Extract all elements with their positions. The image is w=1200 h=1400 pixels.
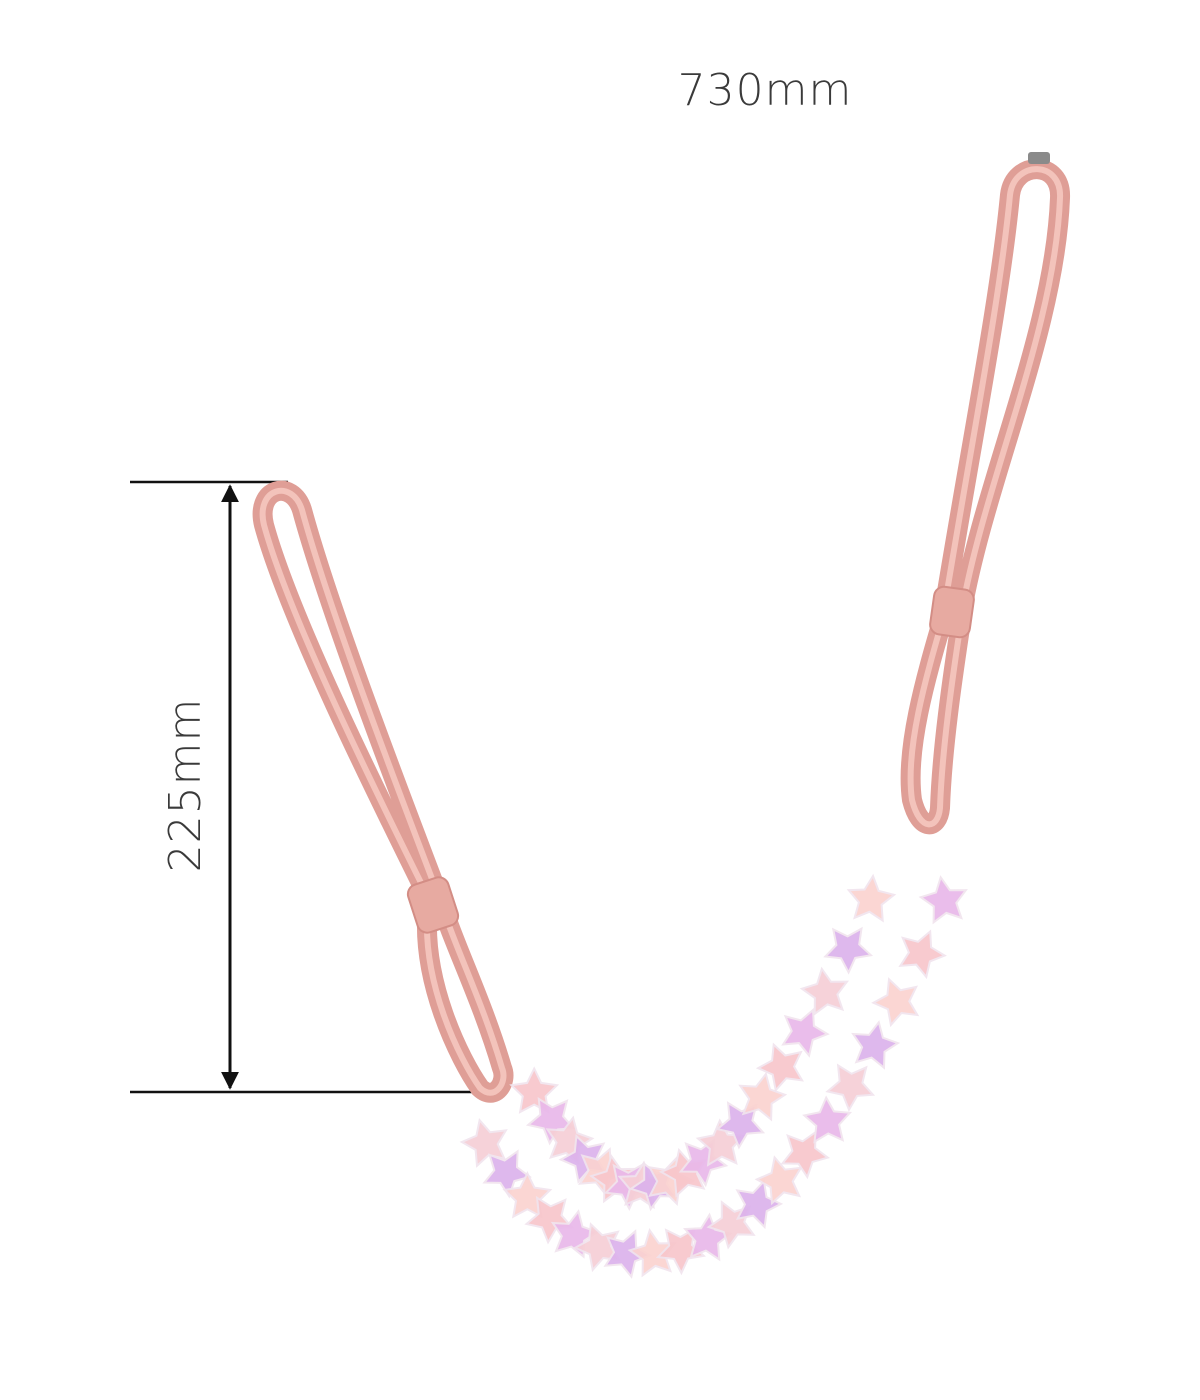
star-bead xyxy=(658,1147,708,1198)
star-bead xyxy=(780,1130,831,1180)
cord xyxy=(934,159,1070,620)
left-loop xyxy=(252,480,514,1103)
star-bead xyxy=(846,873,897,923)
star-bead xyxy=(482,1149,532,1199)
star-bead xyxy=(898,929,947,980)
star-bead xyxy=(871,977,920,1028)
star-bead xyxy=(715,1101,766,1150)
star-bead xyxy=(678,1138,729,1188)
star-bead xyxy=(802,1095,853,1144)
width-label: 730mm xyxy=(678,65,853,116)
star-bead xyxy=(918,875,968,925)
star-bead xyxy=(545,1115,595,1166)
knot xyxy=(406,876,460,934)
cord xyxy=(252,480,450,915)
cord-highlight xyxy=(907,612,965,828)
star-bead xyxy=(738,1071,788,1122)
star-bead xyxy=(823,926,874,975)
knot xyxy=(929,585,975,639)
star-bead xyxy=(851,1020,901,1070)
cord-highlight xyxy=(424,902,507,1096)
hook xyxy=(1028,152,1050,164)
cord-highlight xyxy=(941,166,1064,613)
star-bead xyxy=(627,1228,677,1278)
star-beads xyxy=(459,873,968,1279)
star-bead xyxy=(799,966,850,1016)
star-bead xyxy=(754,1155,803,1206)
star-bead xyxy=(459,1118,508,1168)
right-loop xyxy=(900,152,1070,835)
cord-highlight xyxy=(259,487,443,908)
star-bead xyxy=(509,1066,560,1114)
height-dimension: 225mm xyxy=(130,480,492,1094)
star-bead xyxy=(781,1007,830,1058)
height-label: 225mm xyxy=(160,698,211,873)
star-bead xyxy=(825,1063,876,1112)
star-bead xyxy=(755,1042,804,1093)
star-bead xyxy=(735,1179,784,1230)
